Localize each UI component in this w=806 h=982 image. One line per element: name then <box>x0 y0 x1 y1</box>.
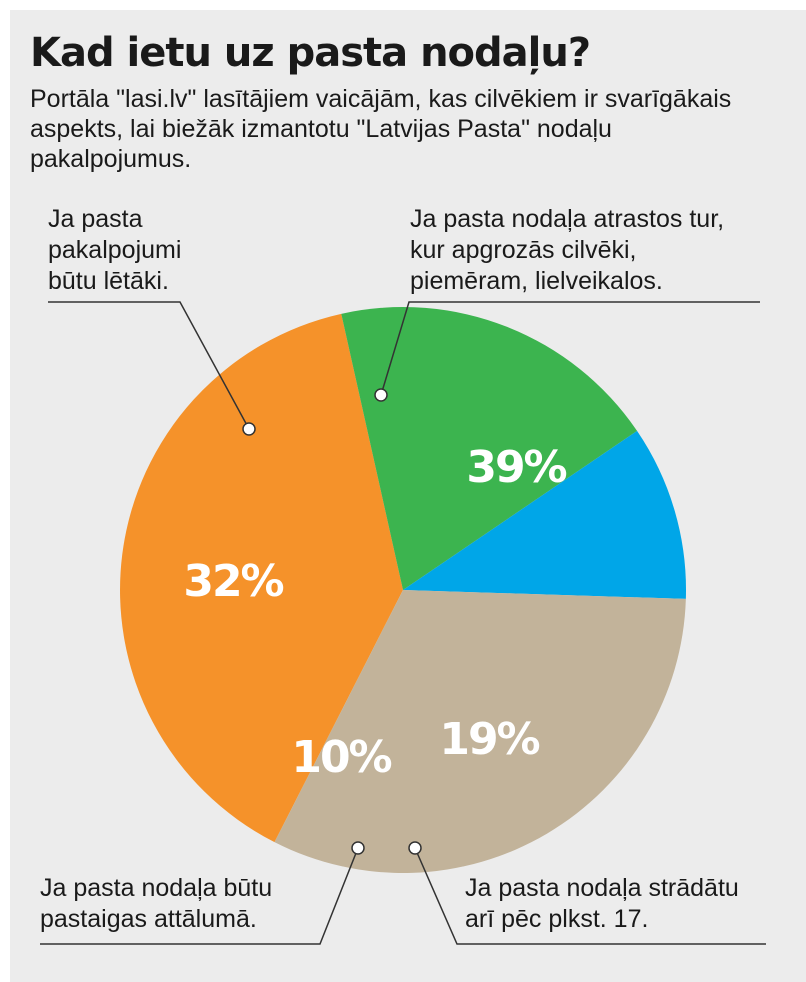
pie-slice-beige <box>274 590 686 873</box>
pie-slice-blue <box>403 430 686 599</box>
callout-label-orange: Ja pasta nodaļa atrastos tur, kur apgroz… <box>410 205 731 295</box>
pct-label-blue: 10% <box>291 732 391 783</box>
leader-line-orange <box>380 301 760 396</box>
leader-line-beige <box>48 301 250 430</box>
chart-title: Kad ietu uz pasta nodaļu? <box>30 30 591 76</box>
callout-label-beige: Ja pasta pakalpojumi būtu lētāki. <box>48 205 188 295</box>
leader-line-green <box>414 847 766 945</box>
pct-label-orange: 39% <box>466 442 566 493</box>
pct-label-beige: 32% <box>183 556 283 607</box>
pie-slice-green <box>341 307 638 590</box>
pie-slices <box>120 307 686 873</box>
leader-dot-blue <box>351 841 365 855</box>
leader-line-blue <box>40 847 359 945</box>
pie-slice-orange <box>120 313 403 843</box>
percentage-labels: 39% 19% 10% 32% <box>183 442 568 783</box>
leader-dot-beige <box>242 422 256 436</box>
chart-subtitle: Portāla "lasi.lv" lasītājiem vaicājām, k… <box>30 85 732 173</box>
callout-leader-lines <box>40 301 766 945</box>
callout-label-green: Ja pasta nodaļa strādātu arī pēc plkst. … <box>465 874 746 933</box>
pct-label-green: 19% <box>439 714 539 765</box>
leader-dot-green <box>408 841 422 855</box>
leader-dot-orange <box>374 388 388 402</box>
callout-label-blue: Ja pasta nodaļa būtu pastaigas attālumā. <box>40 874 279 933</box>
